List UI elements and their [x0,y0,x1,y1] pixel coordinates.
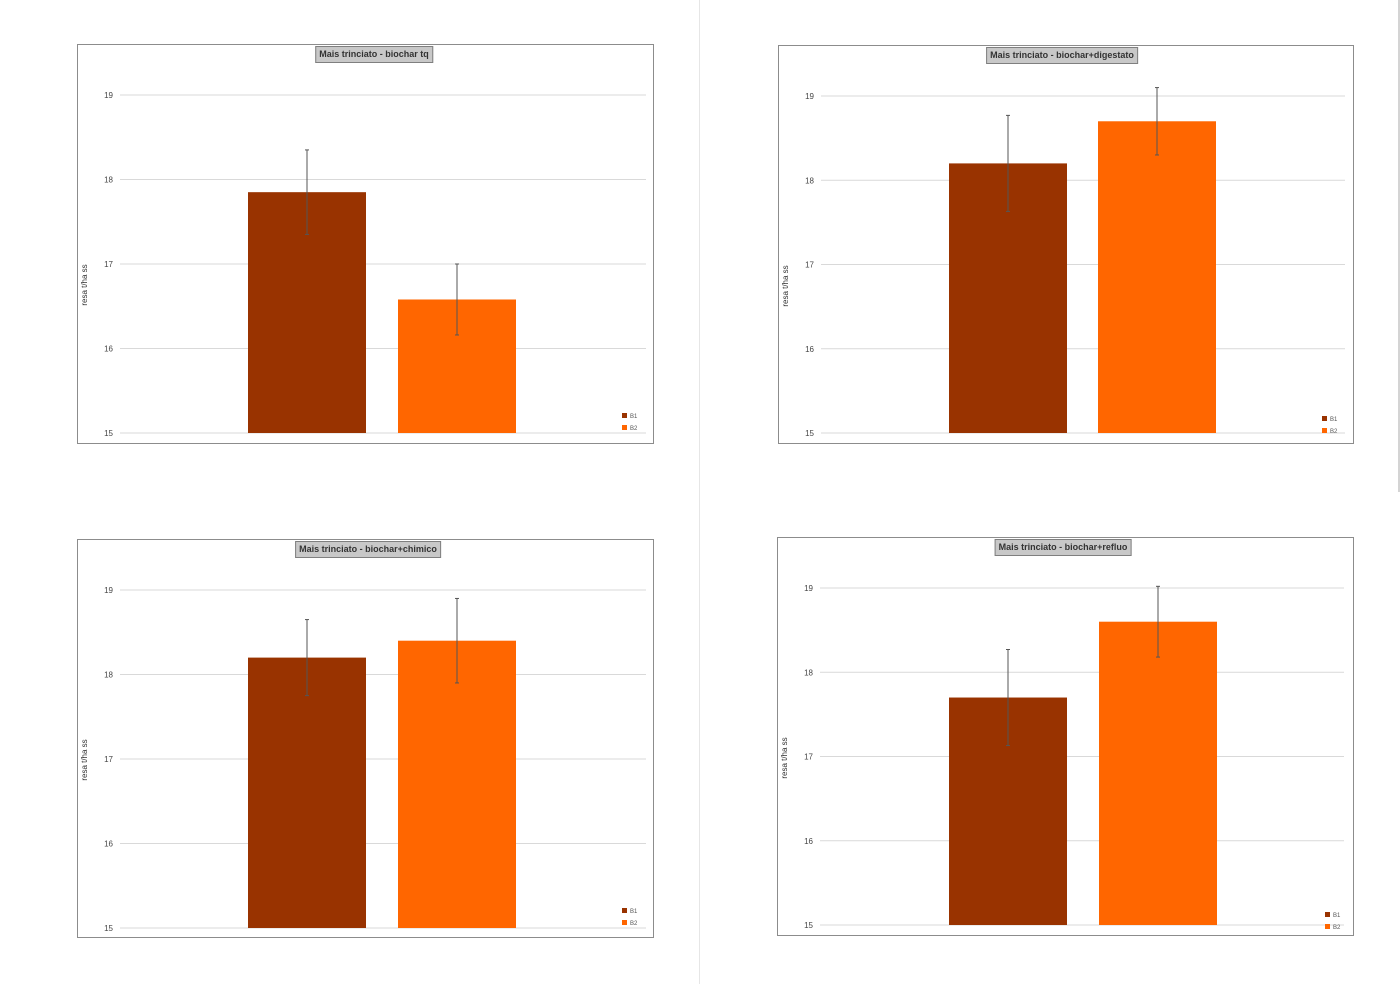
chart-title: Mais trinciato - biochar+refluo [994,539,1132,556]
legend-label: B2 [630,426,638,432]
chart-title: Mais trinciato - biochar+digestato [986,47,1138,64]
y-axis-label: resa t/ha ss [781,265,790,306]
legend-swatch [1325,924,1330,929]
y-tick-label: 17 [104,260,113,269]
y-axis-label: resa t/ha ss [780,737,789,778]
legend-swatch [1322,428,1327,433]
chart-svg: 15 16 17 18 19 resa t/ha ss B1 B2 [781,87,1345,438]
legend-label: B1 [630,414,638,420]
y-tick-label: 18 [104,176,113,185]
chart-panel: 15 16 17 18 19 resa t/ha ss B1 B2 Mais trinciato… [77,44,654,444]
legend-swatch [622,413,627,418]
legend-label: B1 [630,909,638,915]
y-tick-label: 15 [805,429,814,438]
y-tick-label: 15 [104,429,113,438]
chart-svg: 15 16 17 18 19 resa t/ha ss B1 B2 [780,584,1344,931]
y-tick-label: 19 [104,586,113,595]
legend-swatch [622,920,627,925]
chart-title: Mais trinciato - biochar+chimico [295,541,441,558]
y-tick-label: 16 [805,345,814,354]
y-tick-label: 16 [104,345,113,354]
y-tick-label: 16 [104,840,113,849]
y-tick-label: 16 [804,837,813,846]
y-tick-label: 15 [104,924,113,933]
y-tick-label: 18 [104,671,113,680]
page-edge [1398,0,1400,492]
legend-label: B2 [1330,429,1338,435]
y-tick-label: 18 [804,668,813,677]
legend-swatch [622,425,627,430]
chart-svg: 15 16 17 18 19 resa t/ha ss B1 B2 [80,586,646,933]
y-tick-label: 19 [805,92,814,101]
bar-b2 [398,640,516,928]
legend-swatch [1322,416,1327,421]
chart-panel: 15 16 17 18 19 resa t/ha ss B1 B2 Mais trinciato… [77,539,654,938]
bar-b2 [1099,621,1217,925]
page-divider [699,0,700,984]
bar-b2 [1098,121,1216,434]
y-axis-label: resa t/ha ss [80,739,89,780]
y-tick-label: 18 [805,176,814,185]
y-tick-label: 19 [804,584,813,593]
y-tick-label: 17 [805,261,814,270]
legend-label: B1 [1330,417,1338,423]
chart-panel: 15 16 17 18 19 resa t/ha ss B1 B2 Mais trinciato… [778,45,1354,444]
legend-swatch [1325,912,1330,917]
y-tick-label: 15 [804,921,813,930]
legend-swatch [622,908,627,913]
bar-b1 [248,657,366,928]
y-tick-label: 19 [104,91,113,100]
y-tick-label: 17 [804,753,813,762]
y-tick-label: 17 [104,755,113,764]
legend-label: B2 [1333,925,1341,931]
chart-svg: 15 16 17 18 19 resa t/ha ss B1 B2 [80,91,646,438]
chart-title: Mais trinciato - biochar tq [315,46,433,63]
legend-label: B2 [630,921,638,927]
y-axis-label: resa t/ha ss [80,264,89,305]
chart-panel: 15 16 17 18 19 resa t/ha ss B1 B2 Mais trinciato… [777,537,1354,936]
legend-label: B1 [1333,913,1341,919]
